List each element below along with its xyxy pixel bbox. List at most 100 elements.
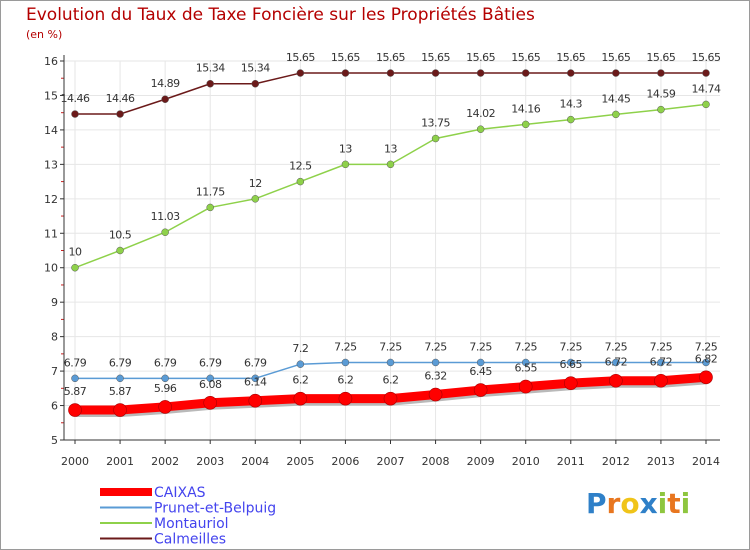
data-label-CAIXAS: 6.72 <box>650 356 673 369</box>
x-tick-label: 2007 <box>377 455 405 468</box>
data-point-Montauriol <box>251 195 260 203</box>
data-point-Montauriol <box>386 160 395 169</box>
data-point-Prunet-et-Belpuig <box>161 374 169 383</box>
x-tick-label: 2012 <box>602 455 630 468</box>
data-point-CAIXAS <box>473 383 488 397</box>
data-point-Montauriol <box>71 263 79 272</box>
data-point-Prunet-et-Belpuig <box>702 358 710 367</box>
data-point-CAIXAS <box>68 403 82 417</box>
data-label-Calmeilles: 15.34 <box>196 62 225 75</box>
data-label-Montauriol: 14.74 <box>692 82 721 95</box>
data-label-Prunet-et-Belpuig: 7.25 <box>605 340 628 353</box>
data-label-Prunet-et-Belpuig: 6.79 <box>109 356 132 369</box>
data-point-Calmeilles <box>612 69 620 77</box>
data-point-Calmeilles <box>206 79 214 88</box>
data-label-Montauriol: 12 <box>249 177 262 190</box>
data-point-Calmeilles <box>296 69 305 77</box>
data-point-CAIXAS <box>699 370 713 385</box>
x-tick-label: 2013 <box>647 455 675 468</box>
data-label-CAIXAS: 6.2 <box>383 374 399 387</box>
data-label-CAIXAS: 6.82 <box>695 352 718 365</box>
data-point-CAIXAS <box>338 391 353 406</box>
data-label-Prunet-et-Belpuig: 7.25 <box>424 340 447 353</box>
x-tick-label: 2005 <box>286 455 314 468</box>
data-point-CAIXAS <box>563 376 578 390</box>
data-label-CAIXAS: 6.08 <box>199 378 222 391</box>
x-tick-label: 2004 <box>241 455 269 468</box>
data-label-CAIXAS: 6.2 <box>292 374 308 387</box>
data-label-Prunet-et-Belpuig: 7.25 <box>695 340 718 353</box>
data-point-Calmeilles <box>521 69 530 77</box>
data-point-CAIXAS <box>113 403 127 417</box>
data-label-Calmeilles: 15.65 <box>601 51 630 64</box>
legend-label-Montauriol: Montauriol <box>154 516 229 532</box>
data-point-Calmeilles <box>341 69 350 77</box>
data-label-Prunet-et-Belpuig: 6.79 <box>154 356 177 369</box>
data-point-Calmeilles <box>702 69 710 77</box>
data-point-Prunet-et-Belpuig <box>386 358 395 367</box>
data-label-Montauriol: 13 <box>339 142 352 155</box>
y-tick-label: 8 <box>51 331 58 344</box>
data-point-Calmeilles <box>161 95 169 103</box>
data-label-CAIXAS: 6.55 <box>514 362 537 375</box>
data-label-Prunet-et-Belpuig: 7.25 <box>334 340 357 353</box>
data-point-CAIXAS <box>158 400 172 414</box>
data-label-Montauriol: 14.45 <box>601 92 630 105</box>
y-tick-label: 9 <box>51 296 58 309</box>
data-point-Calmeilles <box>431 69 440 77</box>
data-point-Montauriol <box>206 203 214 212</box>
data-point-Prunet-et-Belpuig <box>71 374 79 383</box>
y-tick-label: 6 <box>51 400 58 413</box>
data-point-Prunet-et-Belpuig <box>431 358 440 367</box>
data-label-Calmeilles: 14.89 <box>151 77 180 90</box>
data-label-Prunet-et-Belpuig: 7.25 <box>379 340 402 353</box>
data-point-Prunet-et-Belpuig <box>476 358 485 367</box>
data-label-Montauriol: 14.16 <box>511 102 540 115</box>
data-point-Prunet-et-Belpuig <box>206 374 214 383</box>
data-point-Prunet-et-Belpuig <box>341 358 350 367</box>
data-point-Prunet-et-Belpuig <box>251 374 260 383</box>
data-label-Montauriol: 12.5 <box>289 160 312 173</box>
data-label-Prunet-et-Belpuig: 7.25 <box>469 340 492 353</box>
data-point-Montauriol <box>341 160 350 169</box>
data-label-Calmeilles: 15.65 <box>421 51 450 64</box>
y-tick-label: 10 <box>44 262 58 275</box>
data-point-Prunet-et-Belpuig <box>567 358 575 367</box>
data-point-Prunet-et-Belpuig <box>116 374 124 383</box>
data-label-CAIXAS: 6.32 <box>424 370 447 383</box>
data-label-CAIXAS: 6.45 <box>469 365 492 378</box>
data-point-CAIXAS <box>203 395 218 410</box>
x-tick-label: 2002 <box>151 455 179 468</box>
legend-label-Prunet-et-Belpuig: Prunet-et-Belpuig <box>154 501 276 517</box>
data-point-Montauriol <box>431 134 440 143</box>
data-point-Prunet-et-Belpuig <box>612 358 620 367</box>
y-tick-label: 16 <box>44 55 58 68</box>
data-label-Prunet-et-Belpuig: 6.79 <box>64 356 87 369</box>
x-tick-label: 2014 <box>692 455 720 468</box>
legend-label-Calmeilles: Calmeilles <box>154 532 226 548</box>
data-label-Montauriol: 10.5 <box>109 229 132 242</box>
data-label-Montauriol: 13.75 <box>421 117 450 130</box>
y-tick-label: 12 <box>44 193 58 206</box>
data-point-CAIXAS <box>293 391 308 406</box>
y-tick-label: 14 <box>44 124 58 137</box>
data-label-Prunet-et-Belpuig: 7.25 <box>560 340 583 353</box>
data-label-CAIXAS: 6.72 <box>605 356 628 369</box>
data-point-Calmeilles <box>71 110 79 118</box>
y-tick-label: 13 <box>44 158 58 171</box>
x-tick-label: 2003 <box>196 455 224 468</box>
y-tick-label: 5 <box>51 434 58 447</box>
x-tick-label: 2008 <box>422 455 450 468</box>
x-tick-label: 2011 <box>557 455 585 468</box>
data-point-Prunet-et-Belpuig <box>521 358 530 367</box>
chart-unit: (en %) <box>26 28 63 41</box>
data-point-Calmeilles <box>657 69 665 77</box>
data-point-Montauriol <box>116 246 124 255</box>
data-point-Montauriol <box>567 115 575 124</box>
y-tick-label: 11 <box>44 227 58 240</box>
data-label-Calmeilles: 15.65 <box>692 51 721 64</box>
data-point-Montauriol <box>296 177 305 186</box>
data-label-Montauriol: 14.3 <box>560 98 583 111</box>
